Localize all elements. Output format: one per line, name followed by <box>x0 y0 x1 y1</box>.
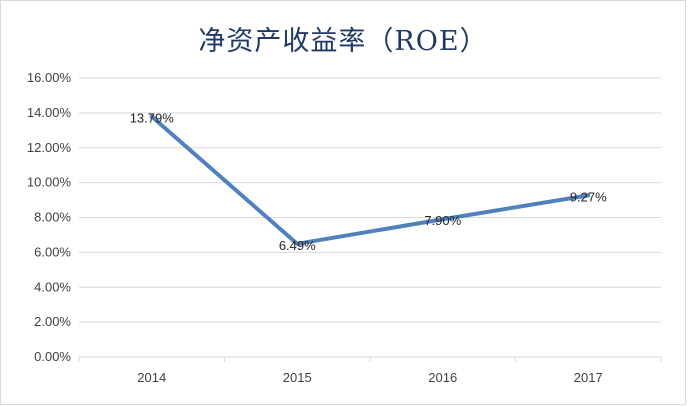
y-tick-label: 16.00% <box>27 70 72 85</box>
y-tick-label: 6.00% <box>34 244 71 259</box>
x-tick-label: 2015 <box>283 370 312 385</box>
y-tick-label: 14.00% <box>27 105 72 120</box>
data-label: 9.27% <box>570 189 607 204</box>
y-tick-label: 12.00% <box>27 140 72 155</box>
data-label: 13.79% <box>130 111 175 126</box>
x-tick-label: 2014 <box>137 370 166 385</box>
chart-title: 净资产收益率（ROE） <box>198 26 488 57</box>
y-tick-label: 10.00% <box>27 175 72 190</box>
series-line <box>149 114 591 246</box>
data-label: 7.90% <box>424 213 461 228</box>
x-tick-label: 2017 <box>574 370 603 385</box>
y-tick-label: 0.00% <box>34 349 71 364</box>
y-tick-label: 2.00% <box>34 314 71 329</box>
data-label: 6.49% <box>279 238 316 253</box>
y-tick-label: 8.00% <box>34 210 71 225</box>
x-tick-label: 2016 <box>428 370 457 385</box>
y-tick-label: 4.00% <box>34 279 71 294</box>
